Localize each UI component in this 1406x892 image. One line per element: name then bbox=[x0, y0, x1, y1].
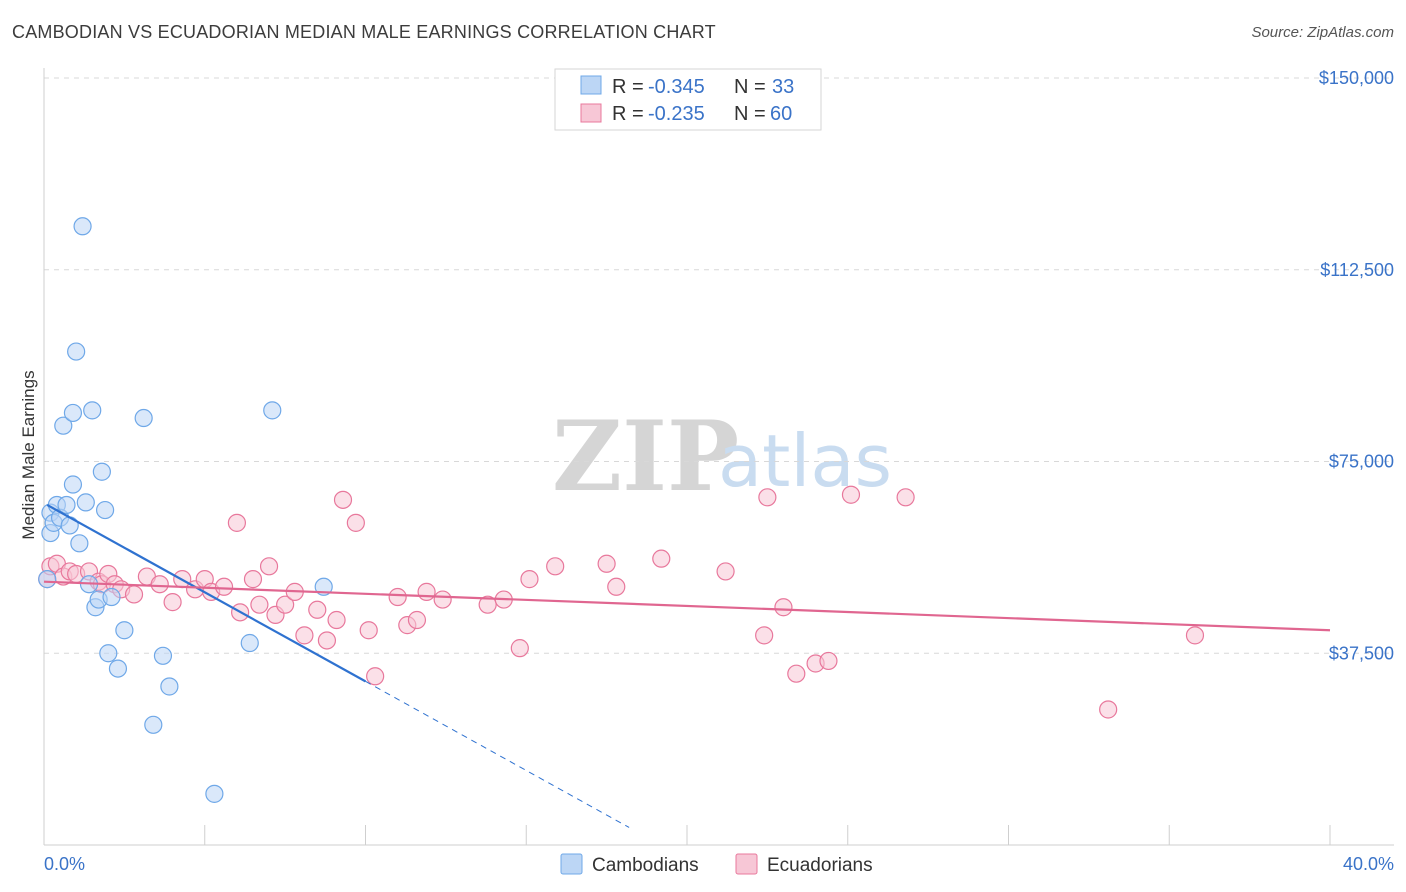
cambodians-point bbox=[83, 401, 102, 420]
series-legend-label-cambodians[interactable]: Cambodians bbox=[592, 855, 699, 876]
cambodians-point bbox=[263, 401, 282, 420]
legend-n-value-cambodians: 33 bbox=[772, 76, 794, 98]
cambodians-point bbox=[63, 475, 83, 494]
legend-swatch-ecuadorians bbox=[580, 103, 602, 123]
legend-r-label-ecuadorians: R = bbox=[612, 103, 644, 125]
cambodians-trend-extension bbox=[365, 680, 630, 828]
ecuadorians-point bbox=[433, 590, 452, 609]
ecuadorians-point bbox=[478, 595, 497, 614]
cambodians-point bbox=[99, 644, 118, 663]
y-tick-labels: $37,500 $75,000 $112,500 $150,000 bbox=[1319, 68, 1394, 663]
source-label: Source: ZipAtlas.com bbox=[1251, 24, 1394, 41]
legend-r-label-cambodians: R = bbox=[612, 76, 644, 98]
cambodians-point bbox=[205, 784, 224, 803]
y-tick-label: $75,000 bbox=[1329, 452, 1394, 472]
cambodians-point bbox=[67, 342, 86, 361]
ecuadorians-point bbox=[359, 621, 378, 640]
cambodians-point bbox=[108, 659, 128, 678]
ecuadorians-point bbox=[520, 570, 539, 589]
series-legend-label-ecuadorians[interactable]: Ecuadorians bbox=[767, 855, 873, 876]
ecuadorians-point bbox=[259, 557, 279, 576]
ecuadorians-point bbox=[417, 582, 436, 601]
ecuadorians-point bbox=[150, 575, 169, 594]
ecuadorians-point bbox=[327, 610, 346, 630]
cambodians-point bbox=[54, 416, 73, 435]
cambodians-points bbox=[38, 217, 333, 803]
ecuadorians-point bbox=[214, 577, 234, 596]
ecuadorians-point bbox=[407, 610, 427, 630]
ecuadorians-point bbox=[819, 651, 838, 671]
legend-swatch-cambodians bbox=[580, 75, 602, 95]
series-legend-swatch-ecuadorians[interactable] bbox=[735, 853, 758, 875]
stats-legend: R = -0.345 N = 33 R = -0.235 N = 60 bbox=[554, 68, 822, 131]
cambodians-point bbox=[70, 534, 89, 553]
ecuadorians-point bbox=[317, 631, 337, 650]
chart-title: CAMBODIAN VS ECUADORIAN MEDIAN MALE EARN… bbox=[12, 22, 716, 42]
cambodians-point bbox=[38, 570, 57, 589]
ecuadorians-point bbox=[896, 488, 915, 507]
cambodians-point bbox=[73, 217, 92, 236]
ecuadorians-point bbox=[250, 595, 269, 614]
ecuadorians-point bbox=[366, 667, 385, 686]
ecuadorians-point bbox=[510, 639, 529, 658]
ecuadorians-point bbox=[774, 598, 793, 617]
cambodians-trend-line bbox=[46, 504, 367, 683]
ecuadorians-point bbox=[716, 562, 735, 581]
watermark-zip: ZIP bbox=[552, 400, 739, 513]
cambodians-point bbox=[144, 715, 163, 734]
ecuadorians-point bbox=[243, 570, 263, 589]
x-axis-ticks bbox=[204, 825, 1331, 845]
cambodians-point bbox=[76, 493, 95, 512]
ecuadorians-point bbox=[1185, 626, 1205, 645]
ecuadorians-points bbox=[38, 485, 1205, 719]
cambodians-point bbox=[102, 587, 121, 607]
trend-lines bbox=[43, 504, 1331, 828]
ecuadorians-point bbox=[388, 587, 407, 607]
ecuadorians-point bbox=[597, 554, 616, 573]
series-legend-swatch-cambodians[interactable] bbox=[560, 853, 583, 875]
ecuadorians-point bbox=[652, 549, 671, 568]
y-axis-title: Median Male Earnings bbox=[19, 370, 38, 539]
legend-n-value-ecuadorians: 60 bbox=[770, 103, 792, 125]
ecuadorians-point bbox=[163, 593, 182, 612]
ecuadorians-point bbox=[308, 600, 327, 619]
x-tick-label-max: 40.0% bbox=[1343, 854, 1394, 874]
ecuadorians-point bbox=[841, 485, 861, 504]
cambodians-point bbox=[134, 408, 153, 428]
ecuadorians-point bbox=[295, 626, 314, 645]
ecuadorians-point bbox=[787, 664, 806, 683]
legend-n-label-ecuadorians: N = bbox=[734, 103, 766, 125]
ecuadorians-point bbox=[333, 490, 353, 509]
cambodians-point bbox=[160, 677, 179, 696]
y-tick-label: $150,000 bbox=[1319, 68, 1394, 88]
cambodians-point bbox=[115, 621, 134, 640]
ecuadorians-point bbox=[346, 513, 365, 532]
legend-r-value-cambodians: -0.345 bbox=[648, 76, 705, 98]
y-tick-label: $37,500 bbox=[1329, 643, 1394, 663]
y-tick-label: $112,500 bbox=[1320, 260, 1394, 280]
ecuadorians-point bbox=[546, 557, 565, 576]
ecuadorians-point bbox=[1099, 700, 1118, 719]
legend-n-label-cambodians: N = bbox=[734, 76, 766, 98]
ecuadorians-point bbox=[124, 585, 144, 604]
ecuadorians-point bbox=[758, 488, 777, 507]
series-legend: Cambodians Ecuadorians bbox=[560, 853, 873, 876]
cambodians-point bbox=[95, 500, 115, 520]
ecuadorians-point bbox=[227, 513, 246, 532]
ecuadorians-point bbox=[755, 626, 774, 645]
cambodians-point bbox=[240, 633, 259, 653]
cambodians-point bbox=[57, 495, 76, 515]
cambodians-point bbox=[92, 462, 111, 481]
cambodians-point bbox=[153, 646, 173, 665]
x-tick-label-min: 0.0% bbox=[44, 854, 85, 874]
legend-r-value-ecuadorians: -0.235 bbox=[648, 103, 705, 125]
ecuadorians-point bbox=[276, 595, 295, 614]
cambodians-point bbox=[60, 516, 79, 535]
cambodians-point bbox=[63, 403, 83, 423]
ecuadorians-point bbox=[607, 577, 626, 596]
ecuadorians-trend-line bbox=[43, 580, 1331, 632]
